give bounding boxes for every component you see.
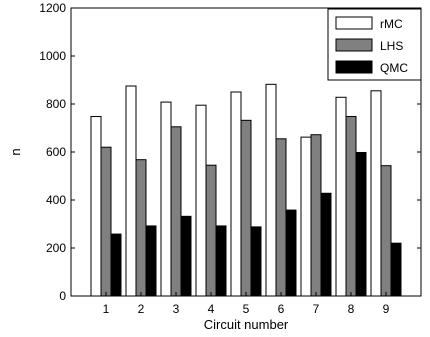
bar-QMC-3: [180, 215, 192, 297]
bar-LHS-5: [240, 119, 252, 297]
legend-swatch-QMC: [335, 60, 373, 74]
x-tick-label: 4: [208, 302, 215, 316]
y-tick-label: 600: [46, 145, 66, 159]
y-axis-label: n: [8, 148, 23, 155]
legend-label-rMC: rMC: [380, 17, 403, 31]
bar-LHS-8: [345, 115, 357, 297]
bar-LHS-1: [100, 146, 112, 297]
y-tick-label: 200: [46, 241, 66, 255]
bar-LHS-6: [275, 138, 287, 297]
bar-QMC-9: [390, 242, 402, 297]
x-axis: 1 2 3 4 5 6 7 8 9: [103, 292, 390, 316]
x-tick-label: 6: [278, 302, 285, 316]
y-tick-label: 0: [59, 289, 66, 303]
y-tick-label: 1000: [39, 49, 66, 63]
bar-LHS-3: [170, 126, 182, 297]
y-axis: 0 200 400 600 800 1000 1200: [39, 1, 421, 303]
bar-QMC-8: [355, 151, 367, 297]
bar-QMC-2: [145, 225, 157, 297]
bar-rMC-1: [90, 115, 102, 297]
y-tick-label: 400: [46, 193, 66, 207]
legend-label-LHS: LHS: [380, 39, 403, 53]
bar-QMC-6: [285, 209, 297, 297]
bar-rMC-7: [300, 136, 312, 297]
bar-rMC-9: [370, 90, 382, 297]
x-tick-label: 5: [243, 302, 250, 316]
bar-QMC-7: [320, 192, 332, 297]
bar-QMC-4: [215, 225, 227, 297]
bar-rMC-4: [195, 104, 207, 297]
legend: rMC LHS QMC: [327, 8, 422, 81]
bar-LHS-9: [380, 165, 392, 297]
bar-LHS-2: [135, 159, 147, 297]
bar-rMC-2: [125, 85, 137, 297]
x-axis-label: Circuit number: [204, 317, 289, 332]
x-tick-label: 9: [383, 302, 390, 316]
y-tick-label: 800: [46, 97, 66, 111]
bar-rMC-5: [230, 91, 242, 297]
bar-LHS-7: [310, 134, 322, 297]
y-tick-label: 1200: [39, 1, 66, 15]
bar-LHS-4: [205, 164, 217, 297]
bar-rMC-3: [160, 101, 172, 297]
x-tick-label: 7: [313, 302, 320, 316]
bars-group: [90, 83, 402, 297]
legend-swatch-LHS: [335, 38, 373, 52]
bar-rMC-8: [335, 96, 347, 297]
bar-rMC-6: [265, 83, 277, 297]
legend-label-QMC: QMC: [380, 61, 408, 75]
bar-QMC-1: [110, 233, 122, 297]
x-tick-label: 1: [103, 302, 110, 316]
x-tick-label: 2: [138, 302, 145, 316]
x-tick-label: 3: [173, 302, 180, 316]
legend-swatch-rMC: [335, 16, 373, 30]
bar-QMC-5: [250, 226, 262, 297]
x-tick-label: 8: [348, 302, 355, 316]
